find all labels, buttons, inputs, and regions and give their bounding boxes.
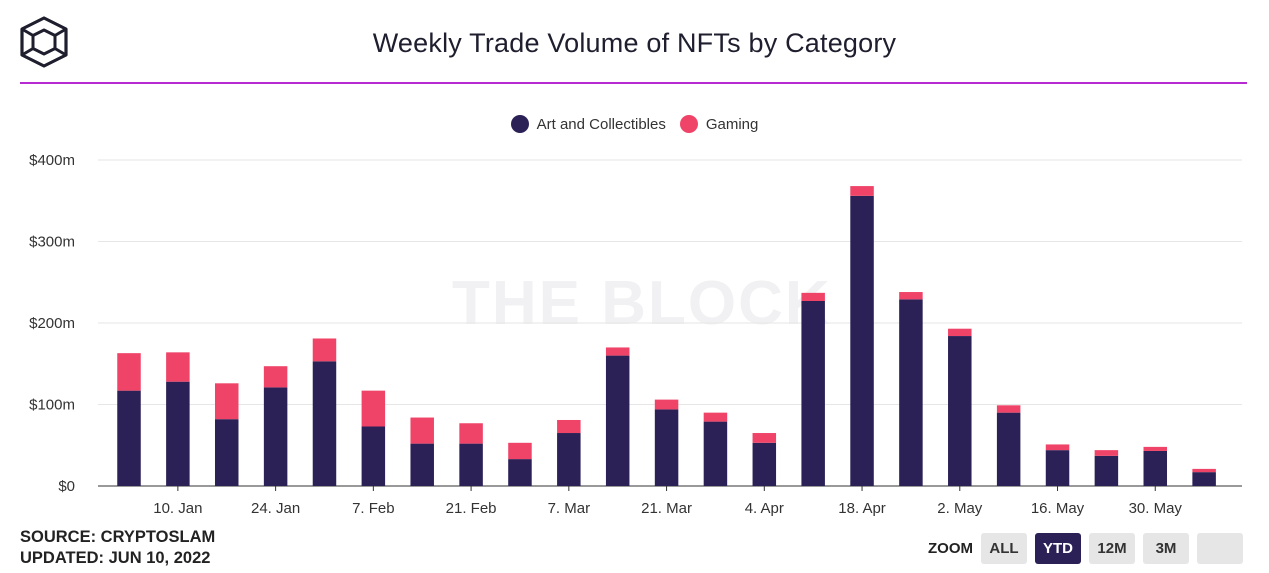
bar-gaming[interactable] [166, 352, 190, 382]
legend-label-gaming: Gaming [705, 115, 759, 133]
bar-gaming[interactable] [557, 419, 581, 434]
zoom-12m-button[interactable]: 12M [1089, 533, 1135, 564]
bar-gaming[interactable] [1094, 450, 1119, 456]
bar-art-collectibles[interactable] [1192, 472, 1216, 486]
bar-art-collectibles[interactable] [361, 426, 386, 486]
y-tick-label: $200m [29, 315, 75, 332]
bar-gaming[interactable] [654, 399, 679, 410]
bar-art-collectibles[interactable] [850, 195, 874, 487]
zoom-blank-button[interactable] [1197, 533, 1243, 564]
legend-dot-art [510, 115, 529, 133]
title-divider [20, 82, 1247, 84]
x-tick-label: 24. Jan [251, 500, 300, 517]
bar-gaming[interactable] [948, 328, 972, 337]
zoom-controls: ZOOM ALL YTD 12M 3M [928, 533, 1251, 564]
bar-gaming[interactable] [263, 366, 288, 388]
bar-art-collectibles[interactable] [166, 381, 190, 486]
bar-art-collectibles[interactable] [508, 459, 532, 486]
bar-art-collectibles[interactable] [214, 419, 239, 486]
chart-legend: Art and Collectibles Gaming [0, 115, 1269, 133]
bar-gaming[interactable] [410, 417, 434, 444]
bar-gaming[interactable] [459, 423, 483, 444]
bar-art-collectibles[interactable] [1045, 450, 1070, 486]
bar-art-collectibles[interactable] [312, 361, 337, 486]
bar-art-collectibles[interactable] [263, 387, 288, 486]
x-tick-label: 30. May [1129, 500, 1183, 517]
bar-art-collectibles[interactable] [948, 336, 972, 486]
bar-art-collectibles[interactable] [117, 390, 141, 486]
bar-art-collectibles[interactable] [703, 421, 728, 486]
bar-art-collectibles[interactable] [752, 442, 777, 486]
bar-gaming[interactable] [996, 405, 1021, 413]
zoom-all-button[interactable]: ALL [981, 533, 1027, 564]
bar-gaming[interactable] [508, 442, 532, 460]
y-tick-label: $0 [58, 478, 75, 495]
bar-art-collectibles[interactable] [899, 299, 923, 486]
x-tick-label: 18. Apr [838, 500, 886, 517]
zoom-3m-button[interactable]: 3M [1143, 533, 1189, 564]
zoom-ytd-button[interactable]: YTD [1035, 533, 1081, 564]
bar-gaming[interactable] [703, 412, 728, 422]
bar-gaming[interactable] [605, 347, 630, 356]
x-tick-label: 21. Mar [641, 500, 692, 517]
bar-gaming[interactable] [361, 390, 386, 427]
bar-art-collectibles[interactable] [1094, 455, 1119, 486]
x-tick-label: 21. Feb [446, 500, 497, 517]
y-tick-label: $100m [29, 397, 75, 414]
source-text: SOURCE: CRYPTOSLAM [20, 528, 216, 546]
bar-art-collectibles[interactable] [605, 355, 630, 486]
bar-gaming[interactable] [1192, 468, 1216, 473]
legend-label-art: Art and Collectibles [536, 115, 666, 133]
bar-gaming[interactable] [312, 338, 337, 362]
y-tick-label: $300m [29, 234, 75, 251]
legend-dot-gaming [679, 115, 698, 133]
bar-gaming[interactable] [214, 383, 239, 420]
updated-text: UPDATED: JUN 10, 2022 [20, 549, 211, 567]
x-tick-label: 16. May [1031, 500, 1085, 517]
bar-art-collectibles[interactable] [996, 412, 1021, 486]
bar-art-collectibles[interactable] [410, 443, 434, 486]
x-tick-label: 7. Feb [352, 500, 395, 517]
bar-gaming[interactable] [850, 186, 874, 196]
bar-art-collectibles[interactable] [1143, 450, 1168, 486]
legend-item-gaming[interactable]: Gaming [679, 115, 759, 133]
chart-title: Weekly Trade Volume of NFTs by Category [372, 28, 897, 58]
x-tick-label: 10. Jan [153, 500, 202, 517]
y-tick-label: $400m [29, 152, 75, 169]
bar-gaming[interactable] [1143, 446, 1168, 451]
zoom-label: ZOOM [928, 540, 973, 557]
legend-item-art[interactable]: Art and Collectibles [510, 115, 666, 133]
source-block: SOURCE: CRYPTOSLAM UPDATED: JUN 10, 2022 [20, 527, 215, 569]
x-tick-label: 7. Mar [548, 500, 591, 517]
bar-art-collectibles[interactable] [801, 300, 825, 486]
the-block-logo-icon [20, 16, 68, 68]
bar-gaming[interactable] [752, 433, 777, 443]
bar-gaming[interactable] [899, 292, 923, 300]
bar-art-collectibles[interactable] [654, 409, 679, 486]
bar-gaming[interactable] [117, 353, 141, 391]
bar-art-collectibles[interactable] [557, 433, 581, 486]
bar-gaming[interactable] [1045, 444, 1070, 451]
bar-art-collectibles[interactable] [459, 443, 483, 486]
x-tick-label: 4. Apr [745, 500, 784, 517]
x-tick-label: 2. May [937, 500, 983, 517]
bar-gaming[interactable] [801, 292, 825, 301]
